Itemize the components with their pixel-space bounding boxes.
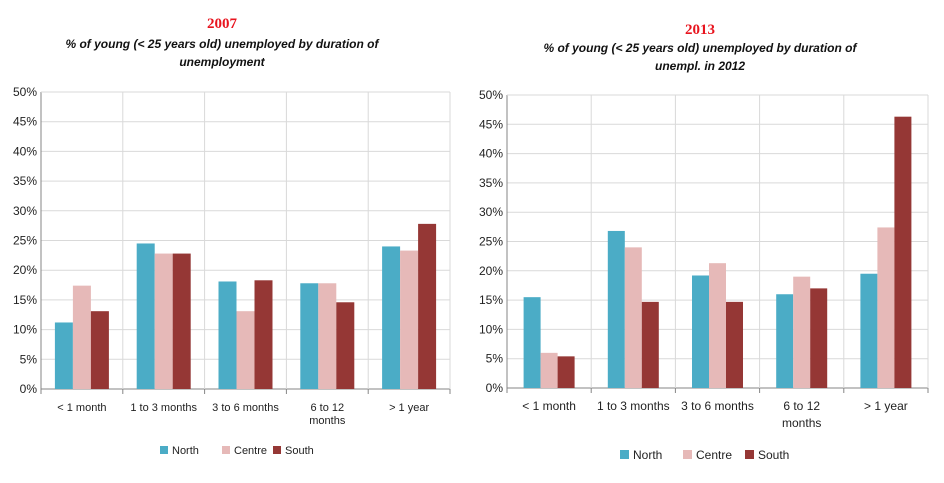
bar-south bbox=[894, 116, 912, 388]
chart-panel-2013: 2013 % of young (< 25 years old) unemploy… bbox=[479, 22, 929, 462]
x-tick-label: > 1 year bbox=[389, 402, 429, 414]
bar-centre bbox=[318, 283, 337, 389]
y-tick-label: 30% bbox=[13, 204, 37, 218]
bar-south bbox=[418, 223, 437, 389]
chart-title: 2013 bbox=[685, 22, 715, 38]
legend-swatch bbox=[222, 446, 230, 454]
legend-swatch bbox=[620, 450, 629, 459]
y-tick-label: 15% bbox=[13, 293, 37, 307]
legend-swatch bbox=[273, 446, 281, 454]
chart-subtitle-line1: % of young (< 25 years old) unemployed b… bbox=[543, 41, 857, 55]
y-tick-label: 5% bbox=[20, 352, 38, 366]
legend-swatch bbox=[683, 450, 692, 459]
y-tick-label: 10% bbox=[13, 323, 37, 337]
bar-north bbox=[300, 283, 319, 389]
bar-centre bbox=[540, 352, 558, 388]
legend-item-north: North bbox=[160, 445, 199, 457]
y-tick-label: 25% bbox=[479, 235, 503, 249]
bar-north bbox=[523, 297, 541, 388]
x-tick-label: 6 to 12 months bbox=[782, 399, 821, 430]
x-tick-label: 6 to 12 months bbox=[309, 402, 346, 427]
legend-item-centre: Centre bbox=[222, 445, 267, 457]
legend-label: South bbox=[285, 445, 314, 457]
y-tick-label: 40% bbox=[13, 144, 37, 158]
y-tick-label: 50% bbox=[479, 88, 503, 102]
bar-south bbox=[254, 280, 273, 389]
y-tick-label: 40% bbox=[479, 147, 503, 161]
legend-swatch bbox=[160, 446, 168, 454]
bar-north bbox=[860, 273, 878, 388]
x-tick-label: 3 to 6 months bbox=[212, 402, 279, 414]
legend-label: North bbox=[172, 445, 199, 457]
legend-label: Centre bbox=[696, 448, 732, 462]
legend-label: South bbox=[758, 448, 789, 462]
legend-item-centre: Centre bbox=[683, 448, 732, 462]
x-tick-label: 3 to 6 months bbox=[681, 399, 754, 413]
bar-centre bbox=[624, 247, 642, 388]
legend-item-south: South bbox=[273, 445, 314, 457]
x-tick-label: 1 to 3 months bbox=[130, 402, 197, 414]
x-tick-label: > 1 year bbox=[864, 399, 908, 413]
y-tick-label: 0% bbox=[20, 382, 38, 396]
legend-item-south: South bbox=[745, 448, 789, 462]
bar-centre bbox=[154, 253, 173, 389]
chart-subtitle-line1: % of young (< 25 years old) unemployed b… bbox=[65, 37, 379, 51]
bar-centre bbox=[793, 276, 811, 388]
y-tick-label: 35% bbox=[479, 176, 503, 190]
legend-swatch bbox=[745, 450, 754, 459]
chart-subtitle-line2: unemployment bbox=[179, 55, 265, 69]
y-tick-label: 15% bbox=[479, 293, 503, 307]
y-tick-label: 30% bbox=[479, 205, 503, 219]
y-tick-label: 20% bbox=[13, 263, 37, 277]
y-tick-label: 45% bbox=[13, 115, 37, 129]
x-tick-label: < 1 month bbox=[522, 399, 576, 413]
chart-title: 2007 bbox=[207, 16, 238, 32]
bar-centre bbox=[72, 285, 91, 389]
y-tick-label: 0% bbox=[486, 381, 504, 395]
bar-south bbox=[336, 302, 355, 389]
y-tick-label: 5% bbox=[486, 352, 504, 366]
chart-subtitle-line2: unempl. in 2012 bbox=[655, 59, 745, 73]
chart-panel-2007: 2007 % of young (< 25 years old) unemploy… bbox=[13, 16, 451, 457]
bar-south bbox=[90, 311, 109, 389]
bar-north bbox=[54, 322, 73, 389]
bar-centre bbox=[877, 227, 895, 388]
bar-north bbox=[692, 275, 709, 388]
x-tick-label: 1 to 3 months bbox=[597, 399, 670, 413]
bar-south bbox=[641, 301, 659, 388]
y-tick-label: 10% bbox=[479, 322, 503, 336]
legend-label: Centre bbox=[234, 445, 267, 457]
bar-centre bbox=[236, 311, 255, 389]
y-tick-label: 20% bbox=[479, 264, 503, 278]
bar-centre bbox=[400, 250, 419, 389]
bar-north bbox=[382, 246, 401, 389]
y-tick-label: 35% bbox=[13, 174, 37, 188]
bar-south bbox=[557, 356, 575, 388]
y-tick-label: 45% bbox=[479, 117, 503, 131]
y-tick-label: 25% bbox=[13, 234, 37, 248]
y-tick-label: 50% bbox=[13, 85, 37, 99]
bar-north bbox=[218, 281, 237, 389]
bar-south bbox=[810, 288, 828, 388]
bar-centre bbox=[709, 263, 726, 388]
bar-south bbox=[172, 253, 191, 389]
legend-label: North bbox=[633, 448, 662, 462]
x-tick-label: < 1 month bbox=[57, 402, 106, 414]
legend-item-north: North bbox=[620, 448, 662, 462]
bar-north bbox=[607, 230, 625, 388]
bar-south bbox=[726, 301, 743, 388]
bar-north bbox=[776, 294, 794, 388]
bar-north bbox=[136, 243, 155, 389]
